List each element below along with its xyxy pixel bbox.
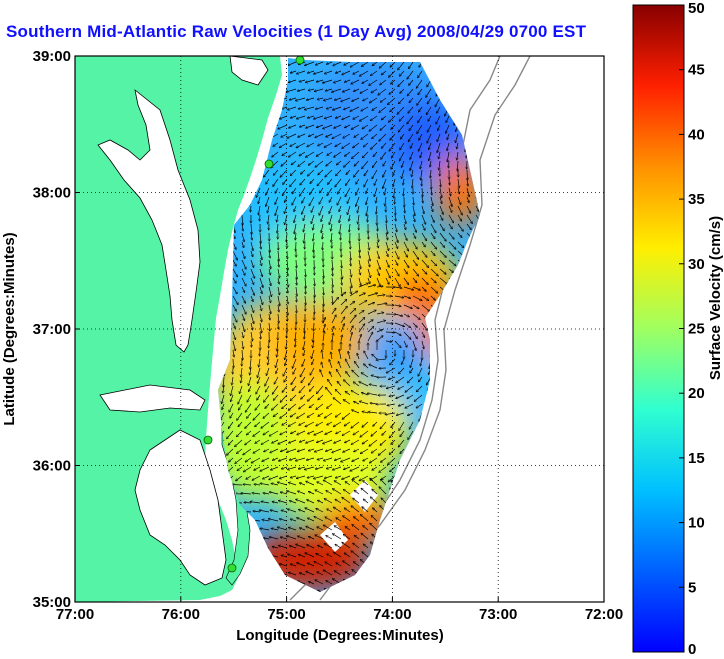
velocity-arrow [233, 359, 234, 368]
y-axis-ticks: 35:00 36:00 37:00 38:00 39:00 [33, 48, 80, 611]
colorbar-tick-label: 20 [688, 385, 705, 402]
colorbar-tick-label: 45 [688, 62, 705, 79]
y-tick-label: 39:00 [33, 48, 71, 65]
chart-canvas: 77:00 76:00 75:00 74:00 73:00 72:00 35:0036:0… [0, 0, 724, 659]
y-tick-label: 37:00 [33, 321, 71, 338]
colorbar-tick-label: 50 [688, 0, 705, 17]
velocity-arrow [323, 242, 324, 250]
velocity-arrow [251, 341, 252, 347]
colorbar-tick-label: 35 [688, 191, 705, 208]
x-tick-label: 76:00 [162, 606, 200, 623]
velocity-arrow [368, 233, 369, 239]
site-marker [296, 56, 304, 64]
velocity-arrow [467, 170, 468, 180]
velocity-arrow [341, 233, 342, 240]
velocity-arrow [386, 332, 395, 333]
colorbar-tick-label: 40 [688, 126, 705, 143]
velocity-arrow [314, 323, 315, 331]
colorbar: 0 5 10 15 20 25 30 35 40 45 50 Surface Velocity (c… [633, 0, 724, 658]
y-tick-label: 35:00 [33, 594, 71, 611]
colorbar-tick-label: 15 [688, 450, 705, 467]
velocity-arrow [422, 188, 423, 197]
plot-area [75, 56, 604, 602]
y-axis-label: Latitude (Degrees:Minutes) [1, 232, 18, 425]
velocity-arrow [296, 260, 297, 268]
site-marker [265, 160, 273, 168]
velocity-arrow [232, 485, 242, 486]
velocity-arrow [260, 350, 261, 356]
x-tick-label: 74:00 [373, 606, 411, 623]
x-tick-label: 72:00 [585, 606, 623, 623]
colorbar-tick-label: 10 [688, 515, 705, 532]
colorbar-tick-label: 0 [688, 641, 696, 658]
site-marker [204, 436, 212, 444]
site-marker [228, 564, 236, 572]
colorbar-label: Surface Velocity (cm/s) [707, 216, 724, 380]
x-axis-label: Longitude (Degrees:Minutes) [236, 627, 444, 644]
colorbar-tick-label: 25 [688, 321, 705, 338]
velocity-arrow [296, 305, 297, 313]
velocity-arrow [386, 215, 387, 223]
velocity-arrow [260, 215, 261, 221]
velocity-arrow [314, 296, 315, 303]
y-tick-label: 38:00 [33, 185, 71, 202]
x-tick-label: 73:00 [479, 606, 517, 623]
x-tick-label: 75:00 [267, 606, 305, 623]
colorbar-tick-label: 5 [688, 579, 696, 596]
colorbar-gradient [633, 5, 684, 652]
y-tick-label: 36:00 [33, 458, 71, 475]
colorbar-tick-label: 30 [688, 256, 705, 273]
